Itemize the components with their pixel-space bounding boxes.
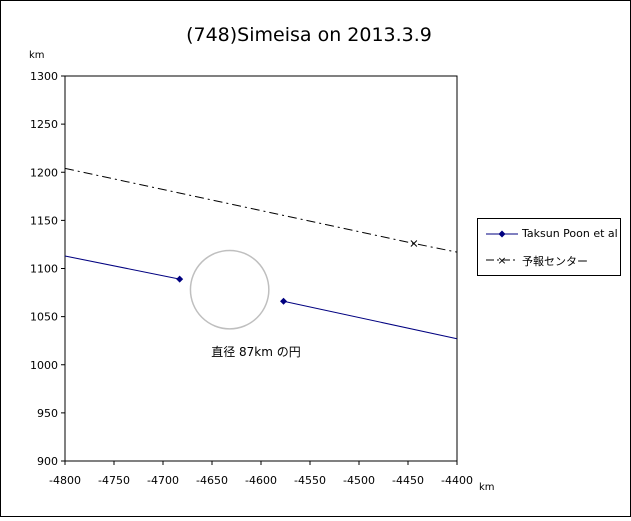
cross-marker-icon: × (497, 254, 506, 267)
x-axis: -4800 -4750 -4700 -4650 -4600 -4550 -4500 -4450… (49, 461, 473, 487)
legend-label-poon: Taksun Poon et al (522, 227, 618, 240)
series-line-poon (283, 300, 458, 340)
x-axis-unit-label: km (479, 482, 495, 493)
series-line-poon (64, 255, 180, 280)
y-tick-label: 900 (37, 455, 58, 468)
x-tick-label: -4700 (147, 474, 179, 487)
data-point-cross (410, 240, 418, 247)
series-layer (64, 167, 458, 340)
plot-area (64, 75, 458, 462)
x-tick-label: -4550 (294, 474, 326, 487)
x-tick-label: -4800 (49, 474, 81, 487)
y-tick-label: 1250 (30, 118, 58, 131)
x-tick-label: -4600 (245, 474, 277, 487)
x-tick-label: -4750 (98, 474, 130, 487)
legend-entry-forecast: × 予報センター (478, 250, 620, 270)
data-point-diamond (176, 275, 184, 283)
legend-swatch-poon (486, 230, 518, 238)
x-tick-label: -4450 (392, 474, 424, 487)
y-axis-unit-label: km (29, 50, 45, 61)
circle-annotation: 直径 87km の円 (211, 345, 301, 359)
y-tick-label: 1200 (30, 166, 58, 179)
legend-entry-poon: Taksun Poon et al (478, 224, 620, 244)
legend-label-forecast: 予報センター (522, 255, 588, 268)
y-tick-label: 950 (37, 407, 58, 420)
y-tick-label: 1000 (30, 359, 58, 372)
y-tick-label: 1300 (30, 70, 58, 83)
x-tick-label: -4650 (196, 474, 228, 487)
legend: Taksun Poon et al × 予報センター (477, 218, 621, 276)
diamond-marker-icon (498, 230, 506, 238)
data-point-diamond (280, 297, 288, 305)
legend-swatch-forecast: × (486, 254, 518, 267)
x-tick-label: -4500 (343, 474, 375, 487)
y-tick-label: 1050 (30, 311, 58, 324)
x-tick-label: -4400 (441, 474, 473, 487)
y-tick-label: 1150 (30, 214, 58, 227)
diameter-circle (189, 249, 270, 330)
y-axis: 900 950 1000 1050 1100 1150 1200 1250 1300 (30, 70, 65, 468)
chart-title: (748)Simeisa on 2013.3.9 (186, 24, 432, 46)
y-tick-label: 1100 (30, 263, 58, 276)
